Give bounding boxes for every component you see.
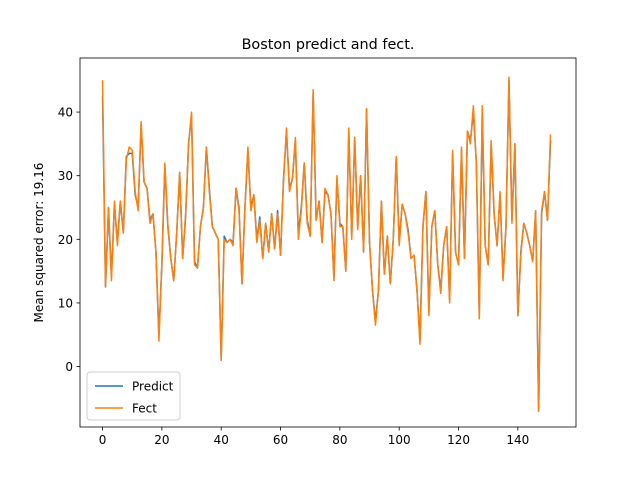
y-axis-ticks: 0 10 20 30 40 [58,106,80,374]
y-tick-label: 0 [65,360,73,374]
y-tick-label: 40 [58,106,73,120]
legend-label-predict: Predict [132,380,174,394]
x-tick-label: 20 [154,433,169,447]
plot-area [79,57,577,428]
legend: Predict Fect [86,371,181,421]
series-lines [101,76,552,412]
chart-title: Boston predict and fect. [242,37,415,53]
series-line-fect [101,76,552,412]
y-tick-label: 20 [58,233,73,247]
axes-frame [79,57,577,428]
x-tick-label: 100 [388,433,411,447]
x-tick-label: 80 [332,433,347,447]
x-tick-label: 120 [447,433,470,447]
x-tick-label: 60 [273,433,288,447]
legend-label-fect: Fect [132,402,157,416]
y-tick-label: 10 [58,296,73,310]
x-tick-label: 40 [214,433,229,447]
x-tick-label: 0 [99,433,107,447]
y-axis-label: Mean squared error: 19.16 [32,163,46,323]
y-tick-label: 30 [58,169,73,183]
x-tick-label: 140 [506,433,529,447]
x-axis-ticks: 0 20 40 60 80 100 120 140 [99,427,529,447]
